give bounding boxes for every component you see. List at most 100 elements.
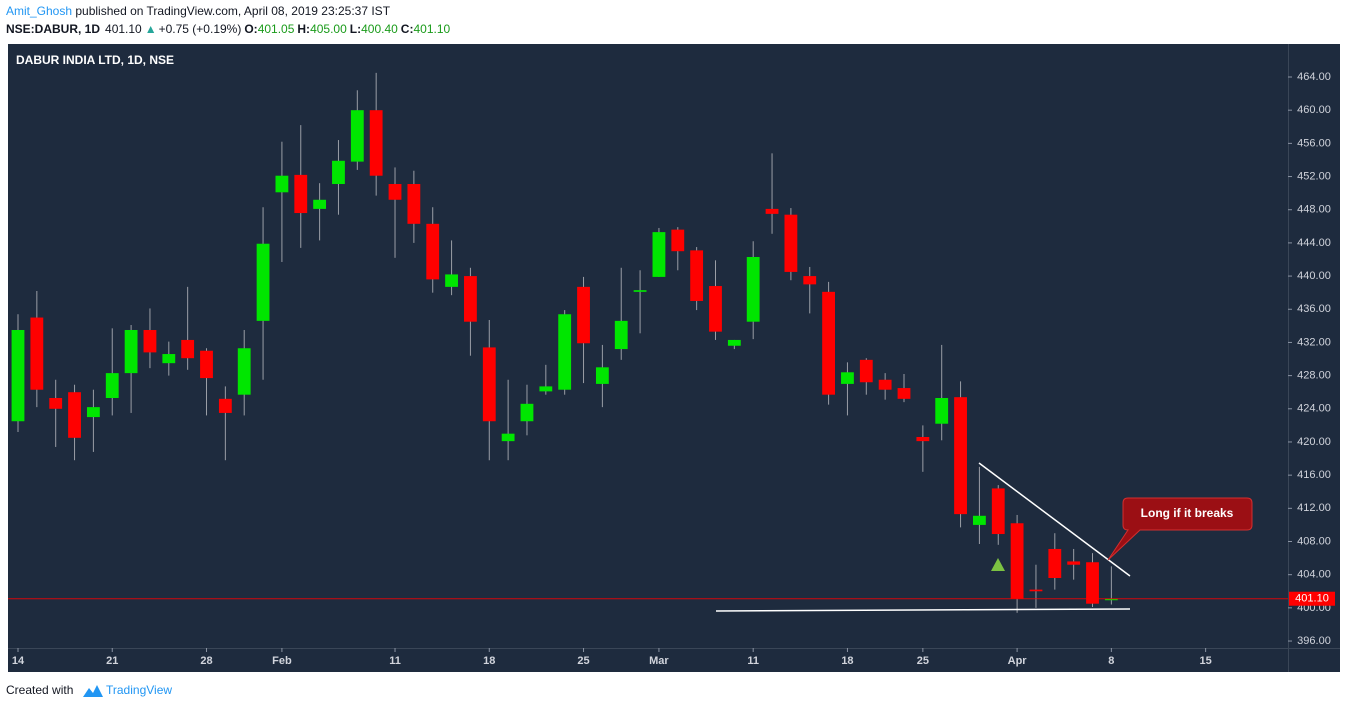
candle-body (614, 320, 628, 350)
x-tick-label: 8 (1108, 655, 1114, 667)
y-tick-label: 420.00 (1297, 436, 1331, 448)
candle-body (652, 232, 666, 277)
candle-body (1067, 561, 1081, 565)
candle-body (124, 329, 138, 374)
candle-body (577, 286, 590, 344)
ohlc-label: H: (297, 22, 310, 36)
trend-line[interactable] (978, 462, 1131, 577)
quote-line: NSE:DABUR, 1D 401.10 ▲ +0.75 (+0.19%) O:401.… (6, 22, 450, 36)
candle-body (727, 339, 741, 346)
candle-body (859, 359, 873, 383)
candle-body (407, 184, 421, 224)
candle-body (803, 276, 817, 285)
ohlc-label: O: (244, 22, 257, 36)
ohlc-value: 401.05 (258, 22, 295, 36)
candle-body (1029, 589, 1043, 592)
y-tick-label: 448.00 (1297, 204, 1331, 216)
y-tick-label: 440.00 (1297, 270, 1331, 282)
candle-body (237, 348, 251, 395)
candle-body (482, 347, 496, 422)
candle-body (784, 214, 798, 272)
y-tick-label: 464.00 (1297, 71, 1331, 83)
x-tick-label: Apr (1008, 655, 1028, 667)
y-tick-label: 396.00 (1297, 635, 1331, 647)
candle-body (558, 314, 572, 390)
footer-brand[interactable]: TradingView (106, 683, 172, 697)
ohlc-label: L: (350, 22, 361, 36)
x-tick-label: 28 (200, 655, 212, 667)
candle-body (332, 160, 345, 185)
candle-body (690, 250, 704, 301)
x-tick-label: Mar (649, 655, 669, 667)
candle-body (595, 367, 609, 384)
arrow: ▲ (145, 22, 157, 36)
candle-body (935, 398, 949, 424)
x-tick-label: 11 (747, 655, 759, 667)
candle-body (633, 290, 647, 292)
candle-body (68, 392, 81, 438)
callout-box[interactable] (1107, 497, 1253, 561)
candle-body (520, 403, 534, 422)
candle-body (841, 372, 854, 384)
published: published on TradingView.com, April 08, … (72, 4, 391, 18)
candle-body (49, 398, 63, 409)
candle-body (464, 276, 477, 322)
candle-body (256, 243, 270, 321)
ohlc-value: 400.40 (361, 22, 398, 36)
candle-body (181, 339, 195, 359)
candle-body (369, 110, 383, 176)
candle-body (539, 386, 553, 392)
candle-body (746, 257, 760, 322)
y-tick-label: 444.00 (1297, 237, 1331, 249)
candle-body (501, 433, 515, 442)
y-tick-label: 416.00 (1297, 469, 1331, 481)
candle-body (294, 174, 308, 214)
x-tick-label: 25 (917, 655, 929, 667)
y-tick-label: 408.00 (1297, 535, 1331, 547)
candle-body (709, 286, 722, 332)
callout-text: Long if it breaks (1141, 506, 1234, 520)
x-tick-label: 15 (1199, 655, 1211, 667)
candle-body (1010, 523, 1024, 599)
plot: 396.00400.00404.00408.00412.00416.00420.… (8, 71, 1335, 667)
candle-body (1086, 562, 1099, 604)
price-label-box (1289, 591, 1335, 606)
y-tick-label: 412.00 (1297, 502, 1331, 514)
candle-body (105, 373, 119, 399)
candle-body (313, 199, 327, 209)
candle-body (972, 515, 986, 525)
y-tick-label: 456.00 (1297, 137, 1331, 149)
candle-body (11, 329, 25, 422)
x-tick-label: 25 (577, 655, 589, 667)
y-tick-label: 436.00 (1297, 303, 1331, 315)
support-line[interactable] (715, 608, 1131, 612)
brand-logo[interactable] (83, 685, 103, 697)
author[interactable]: Amit_Ghosh (6, 4, 72, 18)
publish-line: Amit_Ghosh published on TradingView.com,… (6, 4, 391, 18)
symbol: NSE:DABUR, 1D (6, 22, 100, 36)
candle-body (200, 350, 213, 379)
candle-body (275, 175, 289, 193)
candle-body (86, 407, 100, 418)
ohlc-value: 401.10 (413, 22, 450, 36)
signal-marker[interactable] (991, 558, 1005, 571)
x-tick-label: 18 (841, 655, 853, 667)
y-tick-label: 460.00 (1297, 104, 1331, 116)
candle-body (162, 354, 176, 364)
candle-body (30, 317, 44, 390)
y-tick-label: 428.00 (1297, 370, 1331, 382)
candle-body (143, 329, 157, 353)
candle-body (897, 388, 911, 399)
candle-body (954, 397, 967, 515)
y-tick-label: 432.00 (1297, 336, 1331, 348)
candle-body (426, 223, 440, 280)
chart-title: DABUR INDIA LTD, 1D, NSE (16, 53, 174, 67)
candle-body (878, 379, 892, 390)
change: +0.75 (+0.19%) (159, 22, 242, 36)
ohlc-value: 405.00 (310, 22, 347, 36)
x-tick-label: Feb (272, 655, 292, 667)
candle-body (765, 208, 779, 214)
candle-body (1048, 548, 1062, 578)
